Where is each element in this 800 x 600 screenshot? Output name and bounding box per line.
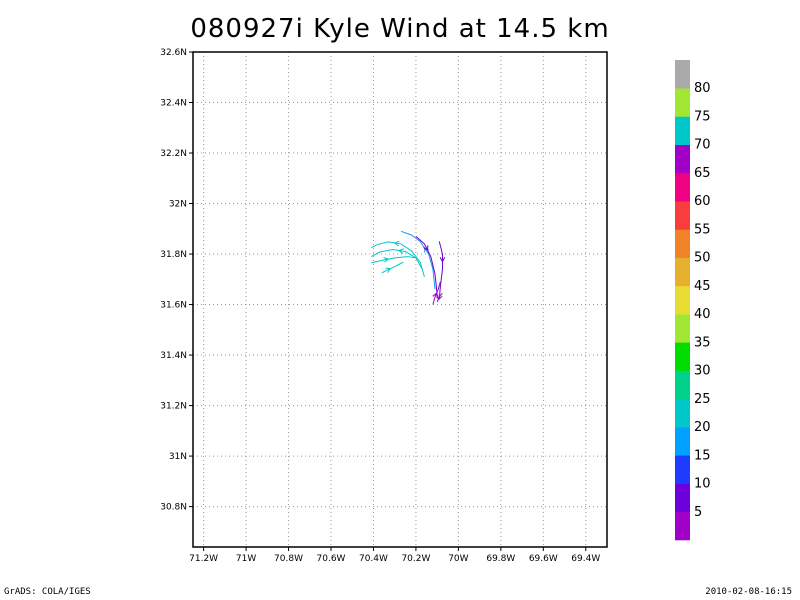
lon-tick-label: 69.6W: [529, 554, 558, 564]
colorbar-label: 60: [694, 194, 711, 209]
lat-tick-label: 31.2N: [160, 402, 187, 412]
streamline-arrow: [437, 294, 443, 301]
colorbar-swatch: [675, 370, 690, 400]
colorbar-swatch: [675, 314, 690, 343]
streamlines: [371, 230, 446, 305]
colorbar: 5 10 15 20 25 30 35 40 45 50 55 60 65 70 75 80: [675, 60, 711, 541]
lon-tick-label: 71.2W: [189, 554, 218, 564]
axis-ticks: 71.2W 71W 70.8W 70.6W 70.4W 70.2W 70W 69.8W 69.6…: [160, 48, 600, 564]
colorbar-label: 25: [694, 392, 711, 407]
timestamp: 2010-02-08-16:15: [705, 587, 792, 597]
lon-tick-label: 69.4W: [571, 554, 600, 564]
colorbar-swatch: [675, 116, 690, 146]
colorbar-swatch: [675, 172, 690, 202]
streamline: [381, 261, 404, 274]
colorbar-swatch: [675, 342, 690, 371]
streamline: [400, 230, 436, 290]
colorbar-label: 15: [694, 448, 711, 463]
colorbar-swatch: [675, 229, 690, 258]
colorbar-label: 35: [694, 335, 711, 350]
colorbar-swatch: [675, 88, 690, 117]
streamline-arrow: [439, 256, 446, 263]
streamline-arrow: [423, 245, 429, 252]
streamline-arrow: [397, 248, 404, 254]
colorbar-label: 20: [694, 420, 711, 435]
colorbar-label: 5: [694, 505, 702, 520]
colorbar-swatch: [675, 455, 690, 484]
streamline: [371, 256, 416, 264]
colorbar-swatch: [675, 201, 690, 230]
streamline-arrow: [383, 257, 390, 263]
grads-credit: GrADS: COLA/IGES: [4, 587, 91, 597]
grid-lines: [193, 51, 607, 547]
colorbar-label: 75: [694, 109, 711, 124]
lon-tick-label: 70.8W: [274, 554, 303, 564]
map-title: 080927i Kyle Wind at 14.5 km: [190, 14, 610, 44]
lon-tick-label: 70W: [448, 554, 468, 564]
streamline-arrow: [432, 292, 438, 299]
colorbar-swatch: [675, 257, 690, 287]
colorbar-swatch: [675, 144, 690, 174]
lon-tick-label: 70.6W: [317, 554, 346, 564]
streamline: [371, 241, 425, 277]
lat-tick-label: 31N: [169, 452, 187, 462]
lon-tick-label: 70.2W: [401, 554, 430, 564]
colorbar-label: 70: [694, 138, 711, 153]
streamline-arrow: [385, 267, 392, 273]
lat-tick-label: 32.2N: [160, 149, 187, 159]
colorbar-swatch: [675, 285, 690, 315]
lat-tick-label: 32.4N: [160, 99, 187, 109]
colorbar-label: 55: [694, 222, 711, 237]
lat-tick-label: 31.6N: [160, 301, 187, 311]
colorbar-label: 65: [694, 166, 711, 181]
colorbar-label: 10: [694, 477, 711, 492]
lat-tick-label: 32N: [169, 200, 187, 210]
colorbar-label: 30: [694, 364, 711, 379]
lat-tick-label: 31.8N: [160, 250, 187, 260]
lat-tick-label: 30.8N: [160, 503, 187, 513]
lon-tick-label: 69.8W: [486, 554, 515, 564]
colorbar-swatch: [675, 427, 690, 456]
colorbar-swatch: [675, 60, 690, 89]
streamline-arrow: [393, 240, 400, 247]
lon-tick-label: 71W: [236, 554, 256, 564]
colorbar-label: 50: [694, 251, 711, 266]
lat-tick-label: 31.4N: [160, 351, 187, 361]
streamline: [371, 248, 423, 270]
colorbar-label: 45: [694, 279, 711, 294]
streamline: [438, 241, 443, 300]
lat-tick-label: 32.6N: [160, 48, 187, 58]
colorbar-swatch: [675, 483, 690, 513]
colorbar-swatch: [675, 511, 690, 541]
streamline: [415, 235, 438, 295]
map-frame: [192, 51, 608, 548]
colorbar-swatch: [675, 398, 690, 428]
colorbar-label: 40: [694, 307, 711, 322]
colorbar-label: 80: [694, 81, 711, 96]
lon-tick-label: 70.4W: [359, 554, 388, 564]
